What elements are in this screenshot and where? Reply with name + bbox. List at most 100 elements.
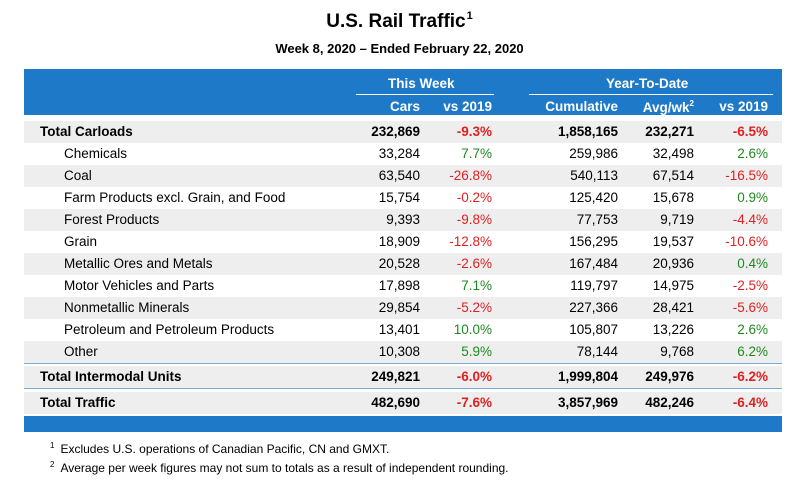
- cell-avg-wk: 67,514: [652, 168, 694, 183]
- cell-vs-2019-ytd: -4.4%: [732, 212, 768, 227]
- header-this-week-rule: [356, 94, 494, 95]
- header-cumulative: Cumulative: [545, 99, 618, 114]
- table-header-band: [24, 69, 782, 115]
- cell-cars: 13,401: [378, 322, 420, 337]
- cell-avg-wk: 32,498: [652, 146, 694, 161]
- cell-vs-2019-ytd: 2.6%: [737, 322, 768, 337]
- cell-cumulative: 227,366: [569, 300, 618, 315]
- table-row: Total Traffic 482,690 -7.6% 3,857,969 482,24…: [24, 392, 782, 414]
- table-row: Farm Products excl. Grain, and Food 15,75…: [24, 187, 782, 209]
- title-footnote-mark: 1: [466, 10, 473, 22]
- cell-avg-wk: 249,976: [645, 369, 694, 384]
- header-avgwk: Avg/wk2: [642, 99, 694, 115]
- cell-cumulative: 156,295: [569, 234, 618, 249]
- cell-vs-2019-ytd: -16.5%: [725, 168, 768, 183]
- row-label: Other: [64, 344, 98, 359]
- cell-vs-2019-ytd: 6.2%: [737, 344, 768, 359]
- cell-cars: 18,909: [378, 234, 420, 249]
- table-row: Petroleum and Petroleum Products 13,401 10…: [24, 319, 782, 341]
- cell-cumulative: 1,999,804: [557, 369, 618, 384]
- cell-vs-2019: -0.2%: [456, 190, 492, 205]
- page-subtitle: Week 8, 2020 – Ended February 22, 2020: [275, 41, 524, 56]
- cell-cars: 232,869: [371, 124, 420, 139]
- table-row: Grain 18,909 -12.8% 156,295 19,537 -10.6%: [24, 231, 782, 253]
- table-footer-band: [24, 416, 782, 432]
- table-row: Forest Products 9,393 -9.8% 77,753 9,719 -4.4…: [24, 209, 782, 231]
- cell-cars: 17,898: [378, 278, 420, 293]
- cell-avg-wk: 9,768: [660, 344, 694, 359]
- row-label: Chemicals: [64, 146, 128, 161]
- cell-vs-2019: -6.0%: [456, 369, 492, 384]
- header-vs2019: vs 2019: [443, 99, 492, 114]
- cell-vs-2019: -9.8%: [456, 212, 492, 227]
- footnote-2: 2 Average per week figures may not sum to…: [50, 460, 509, 475]
- cell-cumulative: 540,113: [570, 168, 618, 183]
- header-this-week: This Week: [388, 76, 455, 91]
- cell-vs-2019-ytd: -6.5%: [732, 124, 768, 139]
- cell-cars: 29,854: [378, 300, 420, 315]
- cell-cumulative: 125,420: [569, 190, 618, 205]
- cell-avg-wk: 28,421: [652, 300, 694, 315]
- cell-vs-2019-ytd: 0.4%: [737, 256, 768, 271]
- cell-avg-wk: 13,226: [652, 322, 694, 337]
- header-ytd: Year-To-Date: [606, 76, 689, 91]
- header-ytd-rule: [529, 94, 773, 95]
- cell-vs-2019: 10.0%: [453, 322, 492, 337]
- cell-cars: 482,690: [371, 395, 420, 410]
- cell-vs-2019: -9.3%: [456, 124, 492, 139]
- header-vs2019-ytd: vs 2019: [719, 99, 768, 114]
- cell-avg-wk: 20,936: [652, 256, 694, 271]
- cell-vs-2019-ytd: -10.6%: [725, 234, 768, 249]
- cell-cumulative: 1,858,165: [557, 124, 618, 139]
- cell-vs-2019-ytd: -6.4%: [732, 395, 768, 410]
- row-label: Motor Vehicles and Parts: [64, 278, 215, 293]
- cell-cumulative: 119,797: [570, 278, 618, 293]
- row-separator: [24, 363, 782, 364]
- cell-vs-2019: -7.6%: [456, 395, 492, 410]
- cell-cumulative: 3,857,969: [557, 395, 618, 410]
- page-title: U.S. Rail Traffic1: [326, 10, 473, 32]
- table-row: Total Intermodal Units 249,821 -6.0% 1,999,…: [24, 366, 782, 388]
- table-row: Chemicals 33,284 7.7% 259,986 32,498 2.6%: [24, 143, 782, 165]
- cell-cars: 9,393: [386, 212, 420, 227]
- cell-vs-2019-ytd: 2.6%: [737, 146, 768, 161]
- table-row: Other 10,308 5.9% 78,144 9,768 6.2%: [24, 341, 782, 363]
- cell-cars: 15,754: [378, 190, 420, 205]
- cell-vs-2019-ytd: 0.9%: [737, 190, 768, 205]
- cell-vs-2019-ytd: -5.6%: [732, 300, 768, 315]
- row-label: Petroleum and Petroleum Products: [64, 322, 275, 337]
- row-label: Farm Products excl. Grain, and Food: [64, 190, 286, 205]
- cell-cars: 10,308: [378, 344, 420, 359]
- cell-cumulative: 77,753: [576, 212, 618, 227]
- cell-cumulative: 78,144: [576, 344, 618, 359]
- cell-cars: 20,528: [378, 256, 420, 271]
- cell-vs-2019: 7.1%: [461, 278, 492, 293]
- cell-cumulative: 259,986: [569, 146, 618, 161]
- row-label: Grain: [64, 234, 98, 249]
- cell-cumulative: 167,484: [569, 256, 618, 271]
- row-label: Total Traffic: [40, 395, 116, 410]
- row-separator: [24, 388, 782, 389]
- cell-vs-2019: 5.9%: [461, 344, 492, 359]
- table-row: Nonmetallic Minerals 29,854 -5.2% 227,366 28…: [24, 297, 782, 319]
- row-label: Coal: [64, 168, 92, 183]
- cell-vs-2019-ytd: -2.5%: [732, 278, 768, 293]
- table-row: Coal 63,540 -26.8% 540,113 67,514 -16.5%: [24, 165, 782, 187]
- row-label: Total Carloads: [40, 124, 133, 139]
- cell-avg-wk: 19,537: [652, 234, 694, 249]
- cell-avg-wk: 9,719: [660, 212, 694, 227]
- cell-avg-wk: 482,246: [645, 395, 694, 410]
- cell-cars: 33,284: [378, 146, 420, 161]
- table-row: Metallic Ores and Metals 20,528 -2.6% 167,4…: [24, 253, 782, 275]
- cell-vs-2019: 7.7%: [461, 146, 492, 161]
- row-label: Metallic Ores and Metals: [64, 256, 213, 271]
- cell-avg-wk: 15,678: [652, 190, 694, 205]
- row-label: Forest Products: [64, 212, 160, 227]
- cell-vs-2019: -26.8%: [449, 168, 492, 183]
- cell-cars: 63,540: [378, 168, 420, 183]
- row-label: Nonmetallic Minerals: [64, 300, 190, 315]
- table-row: Motor Vehicles and Parts 17,898 7.1% 119,79…: [24, 275, 782, 297]
- table-row: Total Carloads 232,869 -9.3% 1,858,165 232,2…: [24, 121, 782, 143]
- header-cars: Cars: [389, 99, 420, 114]
- cell-avg-wk: 232,271: [645, 124, 694, 139]
